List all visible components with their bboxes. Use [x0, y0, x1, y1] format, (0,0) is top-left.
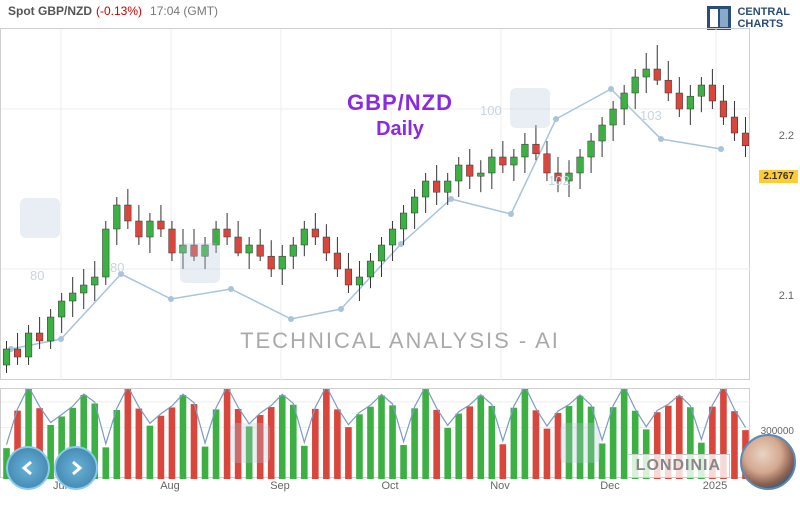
chart-container: GBP/NZD Daily TECHNICAL ANALYSIS - AI 2.…	[0, 28, 800, 500]
pct-change: (-0.13%)	[96, 4, 142, 18]
watermark-number: 102	[548, 173, 570, 188]
nav-buttons	[6, 446, 98, 490]
watermark-number: 80	[30, 268, 44, 283]
x-axis: JulAugSepOctNovDec2025	[0, 480, 750, 498]
x-tick: Nov	[490, 480, 510, 492]
next-button[interactable]	[54, 446, 98, 490]
x-tick: Sep	[270, 480, 290, 492]
watermark-number: 103	[640, 108, 662, 123]
prev-button[interactable]	[6, 446, 50, 490]
logo-line1: CENTRAL	[737, 6, 790, 18]
x-tick: Oct	[381, 480, 398, 492]
watermark-icon	[20, 198, 60, 238]
pair-title: GBP/NZD	[347, 90, 453, 116]
price-y-axis: 2.2 2.1	[750, 56, 800, 408]
watermark-icon	[560, 423, 600, 463]
avatar-icon[interactable]	[740, 434, 796, 490]
ta-watermark: TECHNICAL ANALYSIS - AI	[240, 328, 560, 354]
instrument-label: Spot GBP/NZD	[8, 4, 92, 18]
timestamp: 17:04	[150, 4, 180, 18]
timeframe-title: Daily	[376, 118, 424, 141]
arrow-watermark-icon	[180, 243, 220, 283]
logo-icon	[707, 6, 731, 30]
x-tick: Dec	[600, 480, 620, 492]
arrow-right-icon	[66, 458, 86, 478]
current-price-tag: 2.1767	[759, 170, 798, 183]
y-tick: 2.2	[779, 130, 794, 142]
brand-logo[interactable]: CENTRAL CHARTS	[707, 6, 790, 30]
x-tick: 2025	[703, 480, 727, 492]
y-tick: 2.1	[779, 290, 794, 302]
compass-watermark-icon	[510, 88, 550, 128]
arrow-left-icon	[18, 458, 38, 478]
watermark-number: 100	[480, 103, 502, 118]
timezone: (GMT)	[183, 4, 218, 18]
watermark-number: 80	[110, 260, 124, 275]
x-tick: Aug	[160, 480, 180, 492]
logo-text: CENTRAL CHARTS	[737, 6, 790, 30]
chart-header: Spot GBP/NZD (-0.13%) 17:04 (GMT)	[0, 0, 800, 22]
watermark-icon	[230, 423, 270, 463]
londinia-brand: LONDINIA	[627, 454, 730, 478]
